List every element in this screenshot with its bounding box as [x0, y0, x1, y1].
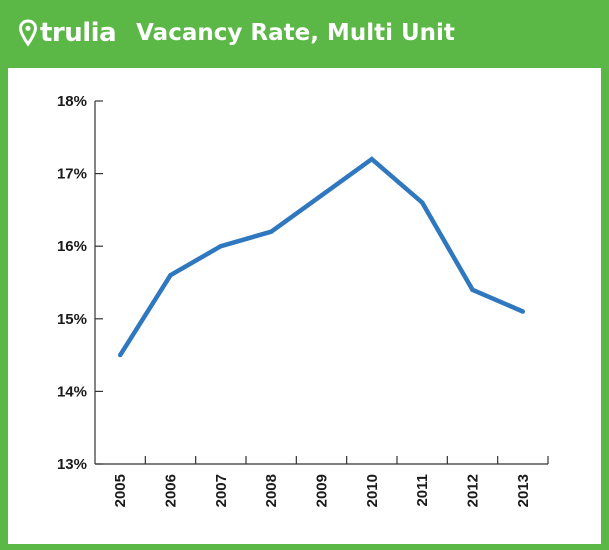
y-tick-label: 17% [57, 166, 87, 183]
x-tick-label: 2009 [314, 474, 331, 507]
data-point [419, 200, 425, 205]
y-tick-label: 16% [57, 238, 87, 255]
data-point [218, 244, 224, 249]
chart-title: Vacancy Rate, Multi Unit [136, 19, 455, 46]
x-tick-label: 2005 [112, 474, 129, 507]
data-point [369, 156, 375, 162]
x-tick-label: 2010 [364, 474, 381, 507]
y-tick-label: 14% [57, 383, 87, 400]
y-tick-label: 18% [57, 93, 87, 110]
series-line [118, 156, 524, 357]
data-point [168, 273, 173, 278]
x-tick-label: 2008 [263, 474, 280, 507]
header-bar: trulia Vacancy Rate, Multi Unit [0, 0, 609, 66]
x-tick-label: 2007 [213, 474, 230, 507]
x-tick-label: 2013 [515, 474, 532, 507]
x-tick-label: 2011 [414, 474, 431, 507]
data-point [319, 193, 324, 198]
data-point [117, 352, 123, 358]
trulia-logo: trulia [18, 18, 117, 48]
map-pin-icon [18, 19, 38, 47]
y-tick-label: 13% [57, 456, 87, 473]
chart-panel [8, 68, 601, 544]
data-point [520, 309, 526, 314]
data-point [268, 229, 274, 234]
x-axis: 2005 2006 2007 2008 2009 2010 2011 2012 2013 [95, 456, 549, 507]
y-tick-label: 15% [57, 311, 87, 328]
x-tick-label: 2006 [163, 474, 180, 507]
series-layer [117, 156, 526, 358]
logo-text: trulia [40, 18, 117, 48]
data-point [470, 287, 475, 292]
y-axis: 13% 14% 15% 16% 17% 18% [57, 93, 103, 473]
x-tick-label: 2012 [465, 474, 482, 507]
